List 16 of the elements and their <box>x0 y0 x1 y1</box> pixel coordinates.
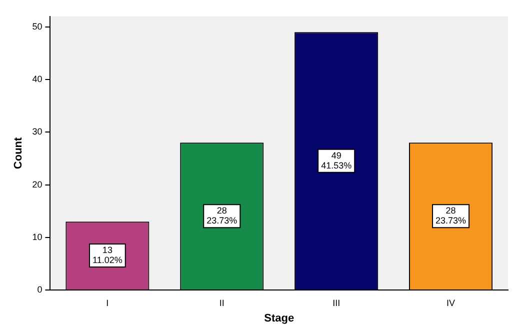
y-tick-label: 30 <box>32 126 42 137</box>
data-label: 49 41.53% <box>321 150 352 170</box>
data-label: 28 23.73% <box>436 206 466 226</box>
x-tick-label: I <box>106 298 109 308</box>
x-tick-label: III <box>332 298 340 308</box>
data-label: 13 11.02% <box>92 245 122 266</box>
y-tick-label: 50 <box>32 21 42 32</box>
data-label: 28 23.73% <box>206 206 238 226</box>
x-tick-label: IV <box>446 298 456 308</box>
y-axis-title: Count <box>12 136 25 170</box>
y-tick-label: 40 <box>32 74 42 84</box>
x-axis-title: Stage <box>264 312 294 324</box>
x-tick-label: II <box>219 298 224 308</box>
y-tick-label: 0 <box>37 284 42 294</box>
y-tick-label: 20 <box>32 179 42 190</box>
y-tick-label: 10 <box>32 232 42 242</box>
